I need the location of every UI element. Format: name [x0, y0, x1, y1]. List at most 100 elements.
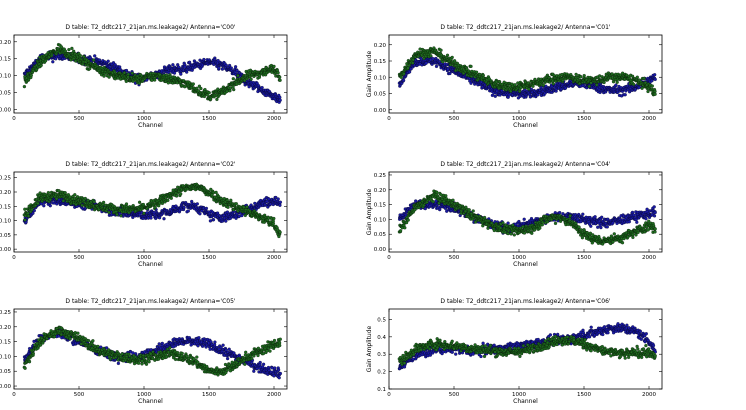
y-tick-label: 0.05: [0, 91, 11, 97]
data-point: [59, 45, 64, 49]
data-point: [438, 207, 442, 212]
data-point: [441, 60, 445, 64]
data-point: [271, 221, 276, 226]
data-point: [558, 210, 562, 215]
data-point: [600, 215, 604, 219]
data-point: [115, 212, 119, 217]
data-point: [195, 202, 199, 206]
data-point: [652, 205, 656, 209]
data-point: [224, 63, 228, 68]
y-tick-label: 0.20: [374, 43, 387, 49]
data-point: [278, 203, 282, 207]
data-point: [157, 216, 162, 220]
data-point: [424, 61, 428, 65]
data-point: [445, 53, 450, 57]
data-point: [199, 86, 203, 91]
data-point: [402, 72, 406, 76]
data-point: [541, 83, 546, 87]
data-point: [226, 205, 230, 209]
data-point: [207, 91, 211, 95]
x-tick-label: 0: [12, 255, 16, 261]
data-point: [481, 73, 485, 78]
data-point: [413, 208, 417, 212]
data-point: [646, 89, 650, 94]
data-point: [527, 87, 531, 91]
y-tick-label: 0.00: [0, 247, 11, 253]
data-point: [179, 72, 183, 76]
data-point: [596, 225, 600, 229]
data-point: [36, 201, 40, 206]
chart-panel-1: D table: T2_ddtc217_21jan.ms.leakage2/ A…: [366, 24, 663, 129]
y-tick-label: 0.10: [0, 74, 11, 80]
y-tick-label: 0.00: [374, 108, 387, 114]
x-axis-label: Channel: [513, 122, 538, 129]
data-point: [169, 196, 173, 200]
data-point: [92, 200, 96, 204]
data-point: [130, 71, 134, 75]
data-point: [124, 68, 129, 73]
data-point: [637, 85, 641, 90]
data-point: [260, 85, 264, 90]
data-point: [211, 218, 216, 222]
data-point: [536, 93, 540, 97]
chart-panel-2: D table: T2_ddtc217_21jan.ms.leakage2/ A…: [0, 161, 288, 268]
data-point: [435, 190, 439, 194]
data-point: [650, 84, 654, 88]
data-point: [492, 228, 496, 233]
data-point: [83, 196, 87, 201]
x-tick-label: 2000: [267, 255, 281, 261]
data-point: [142, 211, 146, 216]
data-point: [439, 48, 443, 52]
chart-title: D table: T2_ddtc217_21jan.ms.leakage2/ A…: [65, 24, 235, 31]
x-tick-label: 2000: [642, 116, 656, 122]
data-point: [276, 197, 280, 201]
data-point: [23, 218, 27, 222]
data-point: [429, 54, 433, 58]
data-point: [581, 212, 585, 216]
y-tick-label: 0.05: [374, 92, 387, 98]
data-point: [172, 71, 177, 75]
x-tick-label: 0: [387, 116, 391, 122]
data-point: [579, 75, 583, 79]
data-point: [278, 78, 282, 82]
y-tick-label: 0.15: [0, 57, 11, 63]
data-point: [73, 193, 77, 197]
data-point: [653, 89, 657, 94]
data-point: [593, 215, 597, 219]
y-tick-label: 0.00: [0, 108, 11, 114]
data-point: [237, 214, 241, 219]
data-point: [653, 73, 657, 77]
data-point: [166, 81, 170, 85]
data-point: [92, 58, 96, 62]
y-tick-label: 0.10: [374, 75, 387, 81]
data-point: [179, 192, 183, 196]
data-point: [642, 76, 646, 81]
data-point: [278, 95, 282, 100]
data-point: [406, 218, 410, 222]
y-tick-label: 0.05: [0, 233, 11, 239]
data-point: [124, 202, 129, 206]
data-point: [652, 214, 657, 218]
data-point: [119, 214, 123, 218]
data-point: [635, 220, 639, 224]
data-point: [582, 73, 586, 78]
data-point: [204, 206, 209, 211]
data-point: [631, 82, 636, 87]
data-point: [614, 83, 618, 87]
data-point: [216, 58, 220, 63]
data-point: [278, 75, 282, 79]
y-tick-label: 0.20: [0, 40, 11, 46]
x-tick-label: 2000: [267, 116, 281, 122]
data-point: [450, 55, 454, 60]
data-point: [224, 219, 228, 223]
data-point: [198, 212, 202, 216]
data-point: [635, 75, 639, 79]
data-point: [506, 221, 510, 225]
data-point: [233, 65, 238, 69]
data-point: [106, 59, 110, 63]
data-point: [48, 204, 52, 208]
data-point: [434, 64, 439, 69]
data-point: [399, 75, 403, 79]
data-point: [70, 46, 74, 51]
